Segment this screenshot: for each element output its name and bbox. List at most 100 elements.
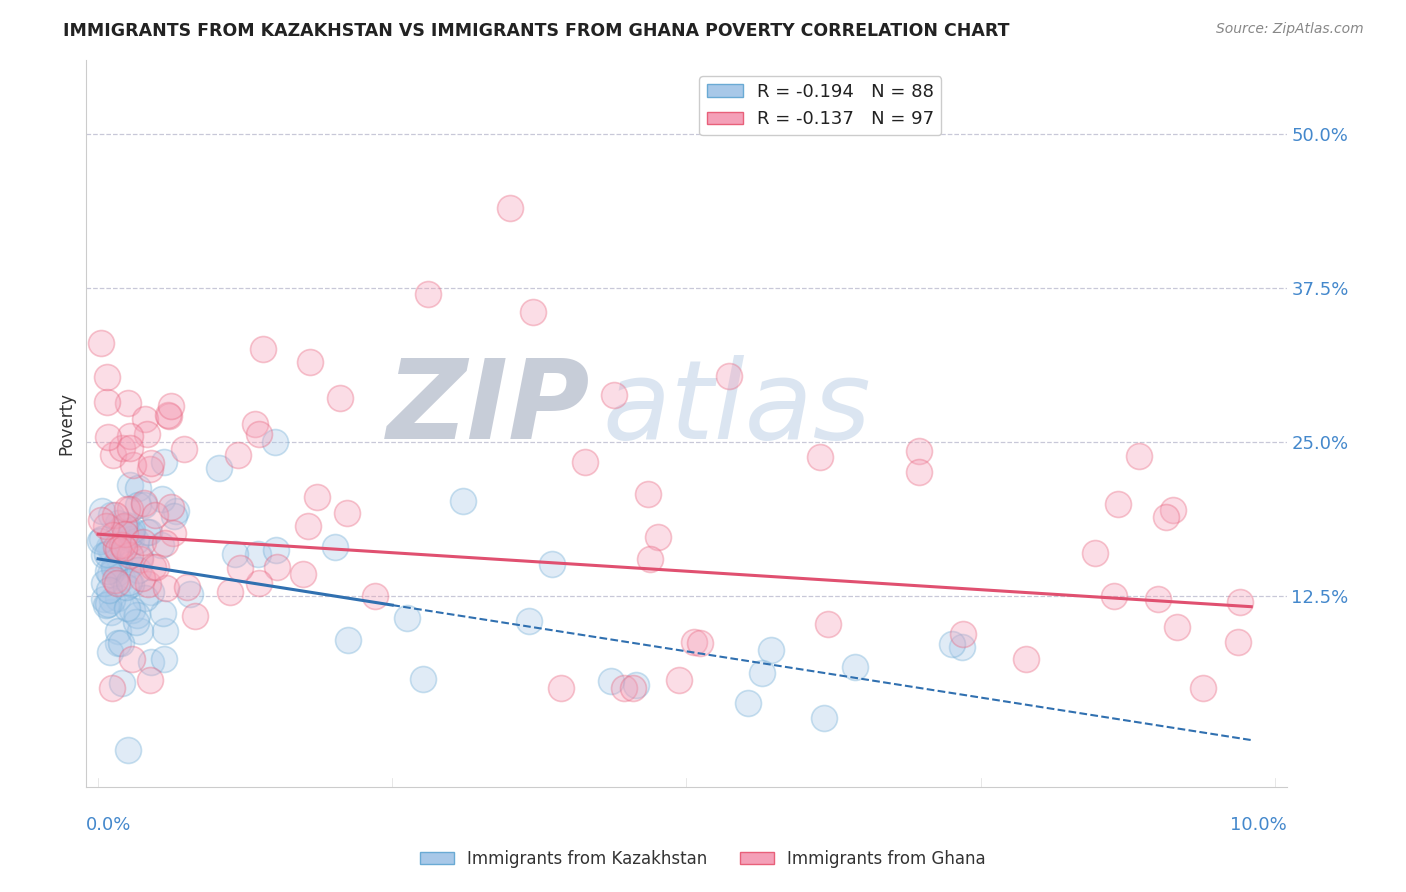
Point [127,563,149,577]
Point [540,557,562,571]
Point [759,643,782,657]
Point [128,552,150,566]
Point [337,633,360,648]
Point [263,434,285,449]
Point [120,441,142,455]
Point [152,606,174,620]
Point [104,508,127,523]
Point [111,675,134,690]
Point [115,501,138,516]
Point [107,591,129,606]
Point [218,585,240,599]
Point [1147,591,1170,606]
Point [98,566,121,581]
Point [96,370,118,384]
Point [132,535,155,549]
Point [103,528,125,542]
Point [224,547,246,561]
Point [451,494,474,508]
Point [612,681,634,696]
Point [163,509,186,524]
Point [155,624,177,638]
Point [550,681,572,696]
Point [115,600,138,615]
Point [143,508,166,522]
Point [104,541,127,555]
Legend: Immigrants from Kazakhstan, Immigrants from Ghana: Immigrants from Kazakhstan, Immigrants f… [413,844,993,875]
Point [90,335,112,350]
Point [396,611,419,625]
Point [107,516,129,530]
Point [115,517,138,532]
Point [208,461,231,475]
Point [121,524,143,538]
Point [266,560,288,574]
Point [264,542,287,557]
Point [96,395,118,409]
Point [1014,652,1036,666]
Point [152,652,174,666]
Point [112,519,135,533]
Point [91,504,114,518]
Point [97,429,120,443]
Point [150,492,173,507]
Text: 10.0%: 10.0% [1230,816,1286,834]
Point [907,443,929,458]
Point [150,538,173,552]
Point [416,286,439,301]
Point [100,605,122,619]
Point [120,558,142,572]
Point [1227,635,1250,649]
Point [132,498,155,512]
Point [105,566,128,580]
Point [683,634,706,648]
Point [247,426,270,441]
Point [111,441,134,455]
Point [621,681,644,696]
Point [668,673,690,687]
Point [325,540,347,554]
Point [101,593,124,607]
Point [1229,595,1251,609]
Point [173,442,195,457]
Point [228,448,250,462]
Point [103,562,125,576]
Point [91,532,114,546]
Point [125,534,148,549]
Point [107,576,129,591]
Point [117,743,139,757]
Point [97,540,120,554]
Point [647,530,669,544]
Point [522,305,544,319]
Point [107,551,129,566]
Point [1128,449,1150,463]
Point [100,508,122,523]
Text: 0.0%: 0.0% [86,816,132,834]
Point [118,502,141,516]
Point [114,527,136,541]
Point [153,455,176,469]
Point [118,575,141,590]
Point [138,673,160,687]
Point [135,525,157,540]
Point [517,614,540,628]
Point [908,465,931,479]
Point [138,576,160,591]
Point [1102,589,1125,603]
Point [121,603,143,617]
Point [128,549,150,564]
Text: IMMIGRANTS FROM KAZAKHSTAN VS IMMIGRANTS FROM GHANA POVERTY CORRELATION CHART: IMMIGRANTS FROM KAZAKHSTAN VS IMMIGRANTS… [63,22,1010,40]
Point [599,673,621,688]
Point [941,637,963,651]
Point [93,576,115,591]
Point [93,548,115,562]
Point [157,409,180,424]
Point [93,591,115,606]
Point [120,532,142,546]
Point [111,570,134,584]
Point [160,500,183,515]
Point [689,636,711,650]
Point [97,565,120,579]
Point [129,624,152,638]
Point [808,450,831,464]
